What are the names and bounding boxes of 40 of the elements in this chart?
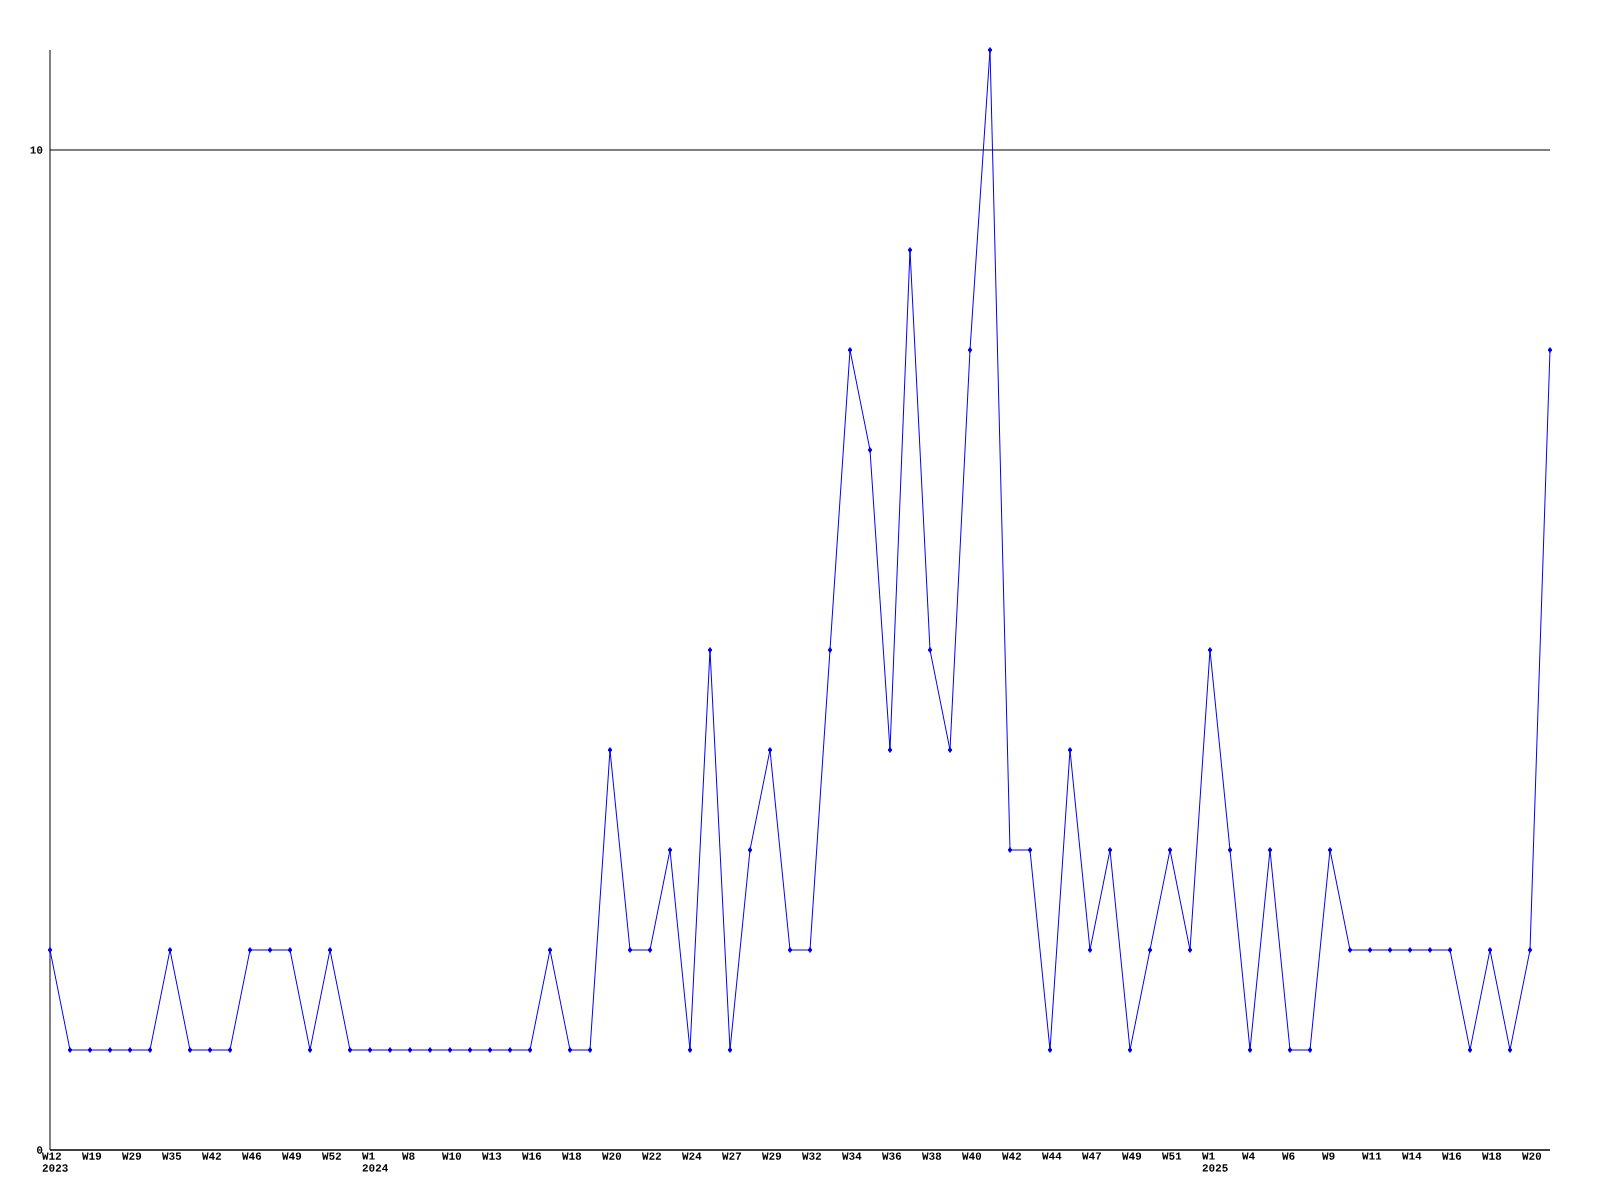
x-tick-label: W16	[522, 1152, 542, 1160]
x-tick-label: W10	[442, 1152, 462, 1160]
x-tick-label: W18	[562, 1152, 582, 1160]
x-tick-label: W20	[602, 1152, 622, 1160]
x-tick-label: W29	[762, 1152, 782, 1160]
x-tick-label: W51	[1162, 1152, 1182, 1160]
x-tick-label: W34	[842, 1152, 862, 1160]
y-tick-label: 0	[37, 1146, 43, 1154]
x-tick-label: W14	[1402, 1152, 1422, 1160]
x-tick-label: W29	[122, 1152, 142, 1160]
x-tick-label: W6	[1282, 1152, 1295, 1160]
x-tick-label: W46	[242, 1152, 262, 1160]
x-tick-label: W4	[1242, 1152, 1255, 1160]
x-tick-label: W9	[1322, 1152, 1335, 1160]
x-tick-label: W8	[402, 1152, 415, 1160]
y-tick-label: 10	[30, 146, 43, 154]
x-tick-label: W52	[322, 1152, 342, 1160]
x-tick-label: W40	[962, 1152, 982, 1160]
x-tick-label: W11	[1362, 1152, 1382, 1160]
x-tick-label: W24	[682, 1152, 702, 1160]
x-tick-label: W42	[1002, 1152, 1022, 1160]
x-tick-label: W16	[1442, 1152, 1462, 1160]
x-tick-label: W47	[1082, 1152, 1101, 1160]
x-tick-label: W36	[882, 1152, 902, 1160]
x-tick-label: W18	[1482, 1152, 1502, 1160]
x-tick-label: W38	[922, 1152, 942, 1160]
x-tick-label: W42	[202, 1152, 222, 1160]
x-tick-label: W35	[162, 1152, 182, 1160]
x-tick-label: W27	[722, 1152, 741, 1160]
x-tick-label: W44	[1042, 1152, 1062, 1160]
x-tick-label: W13	[482, 1152, 502, 1160]
x-tick-label: W22	[642, 1152, 662, 1160]
x-tick-label: W12 2023	[42, 1152, 68, 1172]
x-tick-label: W1 2025	[1202, 1152, 1228, 1172]
x-tick-label: W49	[1122, 1152, 1142, 1160]
x-tick-label: W20	[1522, 1152, 1542, 1160]
x-tick-label: W1 2024	[362, 1152, 388, 1172]
x-tick-label: W32	[802, 1152, 822, 1160]
x-tick-label: W49	[282, 1152, 302, 1160]
x-tick-label: W19	[82, 1152, 102, 1160]
